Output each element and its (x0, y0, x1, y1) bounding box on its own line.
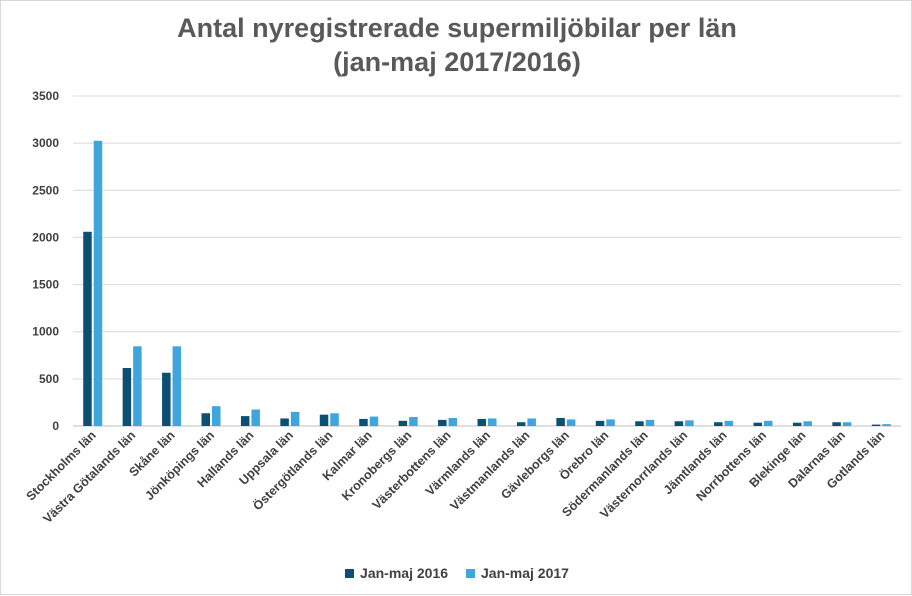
bar-2017 (724, 420, 734, 426)
y-tick-label: 1500 (32, 278, 59, 292)
x-tick-label: Stockholms län (24, 428, 99, 503)
chart-title: Antal nyregistrerade supermiljöbilar per… (1, 11, 912, 79)
x-tick-label: Jönköpings län (142, 428, 217, 503)
bar-2017 (645, 419, 655, 426)
bar-2016 (162, 372, 171, 426)
bar-2017 (566, 419, 576, 426)
y-tick-label: 1000 (32, 325, 59, 339)
bar-2017 (172, 346, 182, 426)
legend-label: Jan-maj 2016 (360, 565, 448, 581)
legend-swatch (345, 568, 355, 578)
bar-2016 (714, 422, 723, 426)
bar-2017 (527, 418, 536, 426)
bar-2016 (516, 422, 526, 426)
bar-2017 (409, 417, 418, 426)
x-tick-label: Kronobergs län (339, 428, 414, 503)
bar-2016 (871, 424, 881, 426)
y-tick-label: 3000 (32, 136, 59, 150)
bar-2017 (606, 419, 615, 426)
bar-2016 (201, 413, 210, 426)
bar-2017 (448, 417, 458, 426)
bar-2017 (882, 424, 891, 426)
bar-2017 (212, 406, 221, 426)
bar-2016 (83, 231, 92, 426)
bar-2016 (280, 418, 289, 426)
legend-label: Jan-maj 2017 (481, 565, 569, 581)
bar-2017 (764, 420, 773, 426)
bar-2017 (290, 411, 300, 426)
y-tick-label: 2500 (32, 183, 59, 197)
legend-item: Jan-maj 2016 (345, 565, 448, 581)
bar-2017 (93, 140, 103, 427)
bar-2016 (674, 421, 684, 426)
bar-2016 (792, 422, 802, 426)
bar-2016 (635, 421, 644, 426)
y-tick-label: 500 (39, 372, 59, 386)
chart-title-line2: (jan-maj 2017/2016) (333, 47, 581, 77)
x-tick-label: Norrbottens län (693, 428, 769, 504)
bar-2017 (330, 413, 339, 426)
bar-2017 (842, 422, 852, 426)
bar-2016 (359, 418, 368, 426)
bar-2017 (488, 418, 497, 426)
chart-title-line1: Antal nyregistrerade supermiljöbilar per… (177, 13, 737, 43)
legend-swatch (466, 568, 475, 578)
bar-2016 (438, 419, 447, 426)
y-tick-label: 0 (52, 419, 59, 433)
bar-2016 (556, 417, 565, 426)
bar-2016 (319, 414, 329, 426)
legend: Jan-maj 2016 Jan-maj 2017 (1, 565, 912, 581)
bar-2016 (595, 420, 605, 426)
bar-2016 (122, 368, 132, 426)
y-tick-label: 2000 (32, 230, 59, 244)
bar-2016 (398, 420, 408, 426)
bar-2016 (477, 418, 486, 426)
bar-2016 (832, 422, 841, 426)
bar-2017 (685, 420, 694, 426)
bar-2017 (803, 421, 812, 426)
x-tick-label: Gävleborgs län (498, 428, 572, 502)
legend-item: Jan-maj 2017 (466, 565, 569, 581)
bar-2016 (753, 422, 762, 426)
y-tick-label: 3500 (32, 89, 59, 103)
bar-2017 (251, 409, 260, 426)
bar-2016 (240, 416, 250, 426)
bar-2017 (133, 346, 142, 426)
bar-2017 (369, 416, 379, 426)
